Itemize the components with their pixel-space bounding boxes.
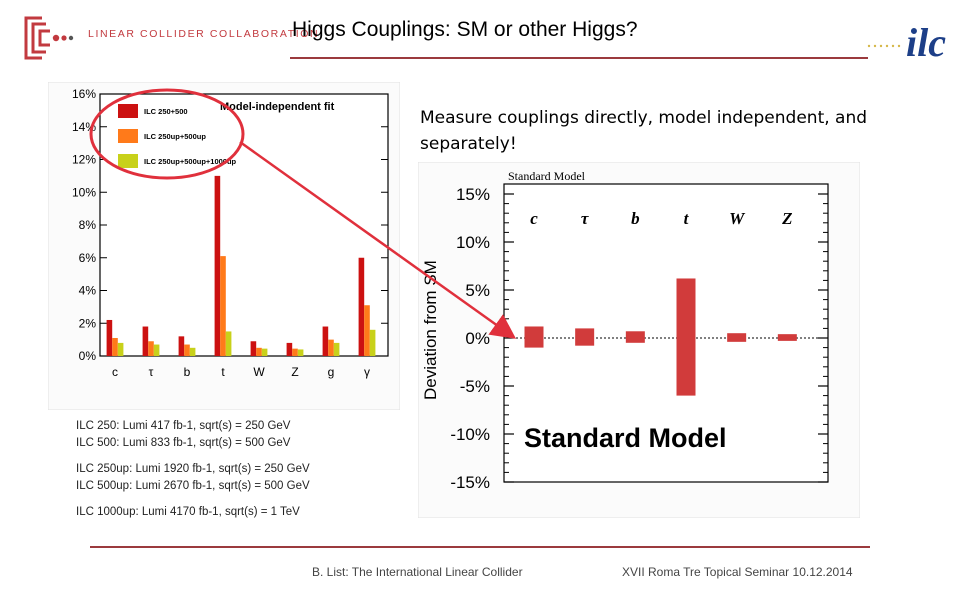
x-tick-label: W xyxy=(253,365,265,379)
footer-event: XVII Roma Tre Topical Seminar 10.12.2014 xyxy=(622,565,853,579)
deviation-bar xyxy=(524,326,544,348)
bar xyxy=(220,256,226,356)
bar xyxy=(292,348,298,356)
bar xyxy=(286,342,293,356)
page-title: Higgs Couplings: SM or other Higgs? xyxy=(292,18,638,41)
y-tick-label: 6% xyxy=(79,251,97,265)
x-tick-label: t xyxy=(221,365,225,379)
lcc-logo xyxy=(24,16,74,60)
org-name: LINEAR COLLIDER COLLABORATION xyxy=(88,28,320,40)
legend-swatch xyxy=(118,154,138,168)
y-tick-label: 16% xyxy=(72,87,96,101)
bar xyxy=(364,305,370,356)
category-label: b xyxy=(631,209,640,228)
luminosity-notes: ILC 250: Lumi 417 fb-1, sqrt(s) = 250 Ge… xyxy=(76,418,310,521)
x-tick-label: c xyxy=(112,365,118,379)
lumi-line: ILC 500: Lumi 833 fb-1, sqrt(s) = 500 Ge… xyxy=(76,437,291,449)
y-tick-label: -10% xyxy=(450,425,490,444)
x-tick-label: b xyxy=(184,365,191,379)
bar xyxy=(369,329,376,356)
bar xyxy=(153,344,160,356)
x-tick-label: γ xyxy=(364,365,370,379)
lumi-line: ILC 1000up: Lumi 4170 fb-1, sqrt(s) = 1 … xyxy=(76,506,300,518)
bar xyxy=(328,339,334,356)
category-label: Z xyxy=(781,209,792,228)
legend-label: ILC 250up+500up xyxy=(144,132,206,141)
bar xyxy=(178,336,185,356)
lumi-line: ILC 500up: Lumi 2670 fb-1, sqrt(s) = 500… xyxy=(76,480,310,492)
category-label: W xyxy=(729,209,746,228)
header-divider xyxy=(290,57,868,59)
footer-author: B. List: The International Linear Collid… xyxy=(312,565,523,579)
legend-label: ILC 250+500 xyxy=(144,107,188,116)
x-tick-label: Z xyxy=(291,365,298,379)
x-tick-label: τ xyxy=(149,365,154,379)
y-tick-label: 10% xyxy=(72,185,96,199)
bar xyxy=(148,341,154,356)
left-chart-title: Model-independent fit xyxy=(220,101,335,113)
right-chart-title: Standard Model xyxy=(508,169,586,183)
category-label: τ xyxy=(581,209,589,228)
bar xyxy=(322,326,329,356)
y-axis-label: Deviation from SM xyxy=(421,260,440,400)
ilc-logo-text: ilc xyxy=(906,20,946,65)
deviation-bar xyxy=(777,334,797,341)
bar xyxy=(358,257,365,356)
bar xyxy=(106,319,113,356)
bar xyxy=(189,347,196,356)
lumi-line: ILC 250: Lumi 417 fb-1, sqrt(s) = 250 Ge… xyxy=(76,420,291,432)
bar xyxy=(184,344,190,356)
y-tick-label: 0% xyxy=(465,329,490,348)
standard-model-chart: Standard Model 15% 10% 5% 0% -5% -10% -15% c τ b… xyxy=(418,162,860,518)
highlight-arrow xyxy=(239,140,517,339)
y-tick-label: -15% xyxy=(450,473,490,492)
bar xyxy=(297,349,304,356)
y-tick-label: 2% xyxy=(79,316,97,330)
bar xyxy=(250,341,257,356)
y-tick-label: 12% xyxy=(72,153,96,167)
category-label: t xyxy=(684,209,690,228)
deviation-bar xyxy=(625,331,645,343)
standard-model-overlay-label: Standard Model xyxy=(524,423,727,453)
bar xyxy=(214,175,221,356)
y-tick-label: 5% xyxy=(465,281,490,300)
y-tick-label: -5% xyxy=(460,377,490,396)
y-tick-label: 10% xyxy=(456,233,490,252)
deviation-bar xyxy=(727,333,747,342)
category-label: c xyxy=(530,209,538,228)
y-tick-label: 8% xyxy=(79,218,97,232)
deviation-bar xyxy=(575,328,595,346)
y-tick-label: 15% xyxy=(456,185,490,204)
highlight-ellipse xyxy=(89,88,245,180)
bar xyxy=(117,342,124,356)
y-tick-label: 4% xyxy=(79,284,97,298)
legend-label: ILC 250up+500up+1000up xyxy=(144,157,237,166)
y-tick-label: 0% xyxy=(79,349,97,363)
legend-swatch xyxy=(118,104,138,118)
bar xyxy=(225,331,232,356)
bar xyxy=(112,337,118,356)
bar xyxy=(142,326,149,356)
deviation-bar xyxy=(676,278,696,396)
x-tick-label: g xyxy=(328,365,335,379)
bar xyxy=(333,342,340,356)
legend-swatch xyxy=(118,129,138,143)
bar xyxy=(261,348,268,356)
ilc-logo: ilc xyxy=(867,20,946,65)
lumi-line: ILC 250up: Lumi 1920 fb-1, sqrt(s) = 250… xyxy=(76,463,310,475)
intro-text: Measure couplings directly, model indepe… xyxy=(420,108,868,154)
footer-divider xyxy=(90,546,870,548)
bar xyxy=(256,347,262,356)
